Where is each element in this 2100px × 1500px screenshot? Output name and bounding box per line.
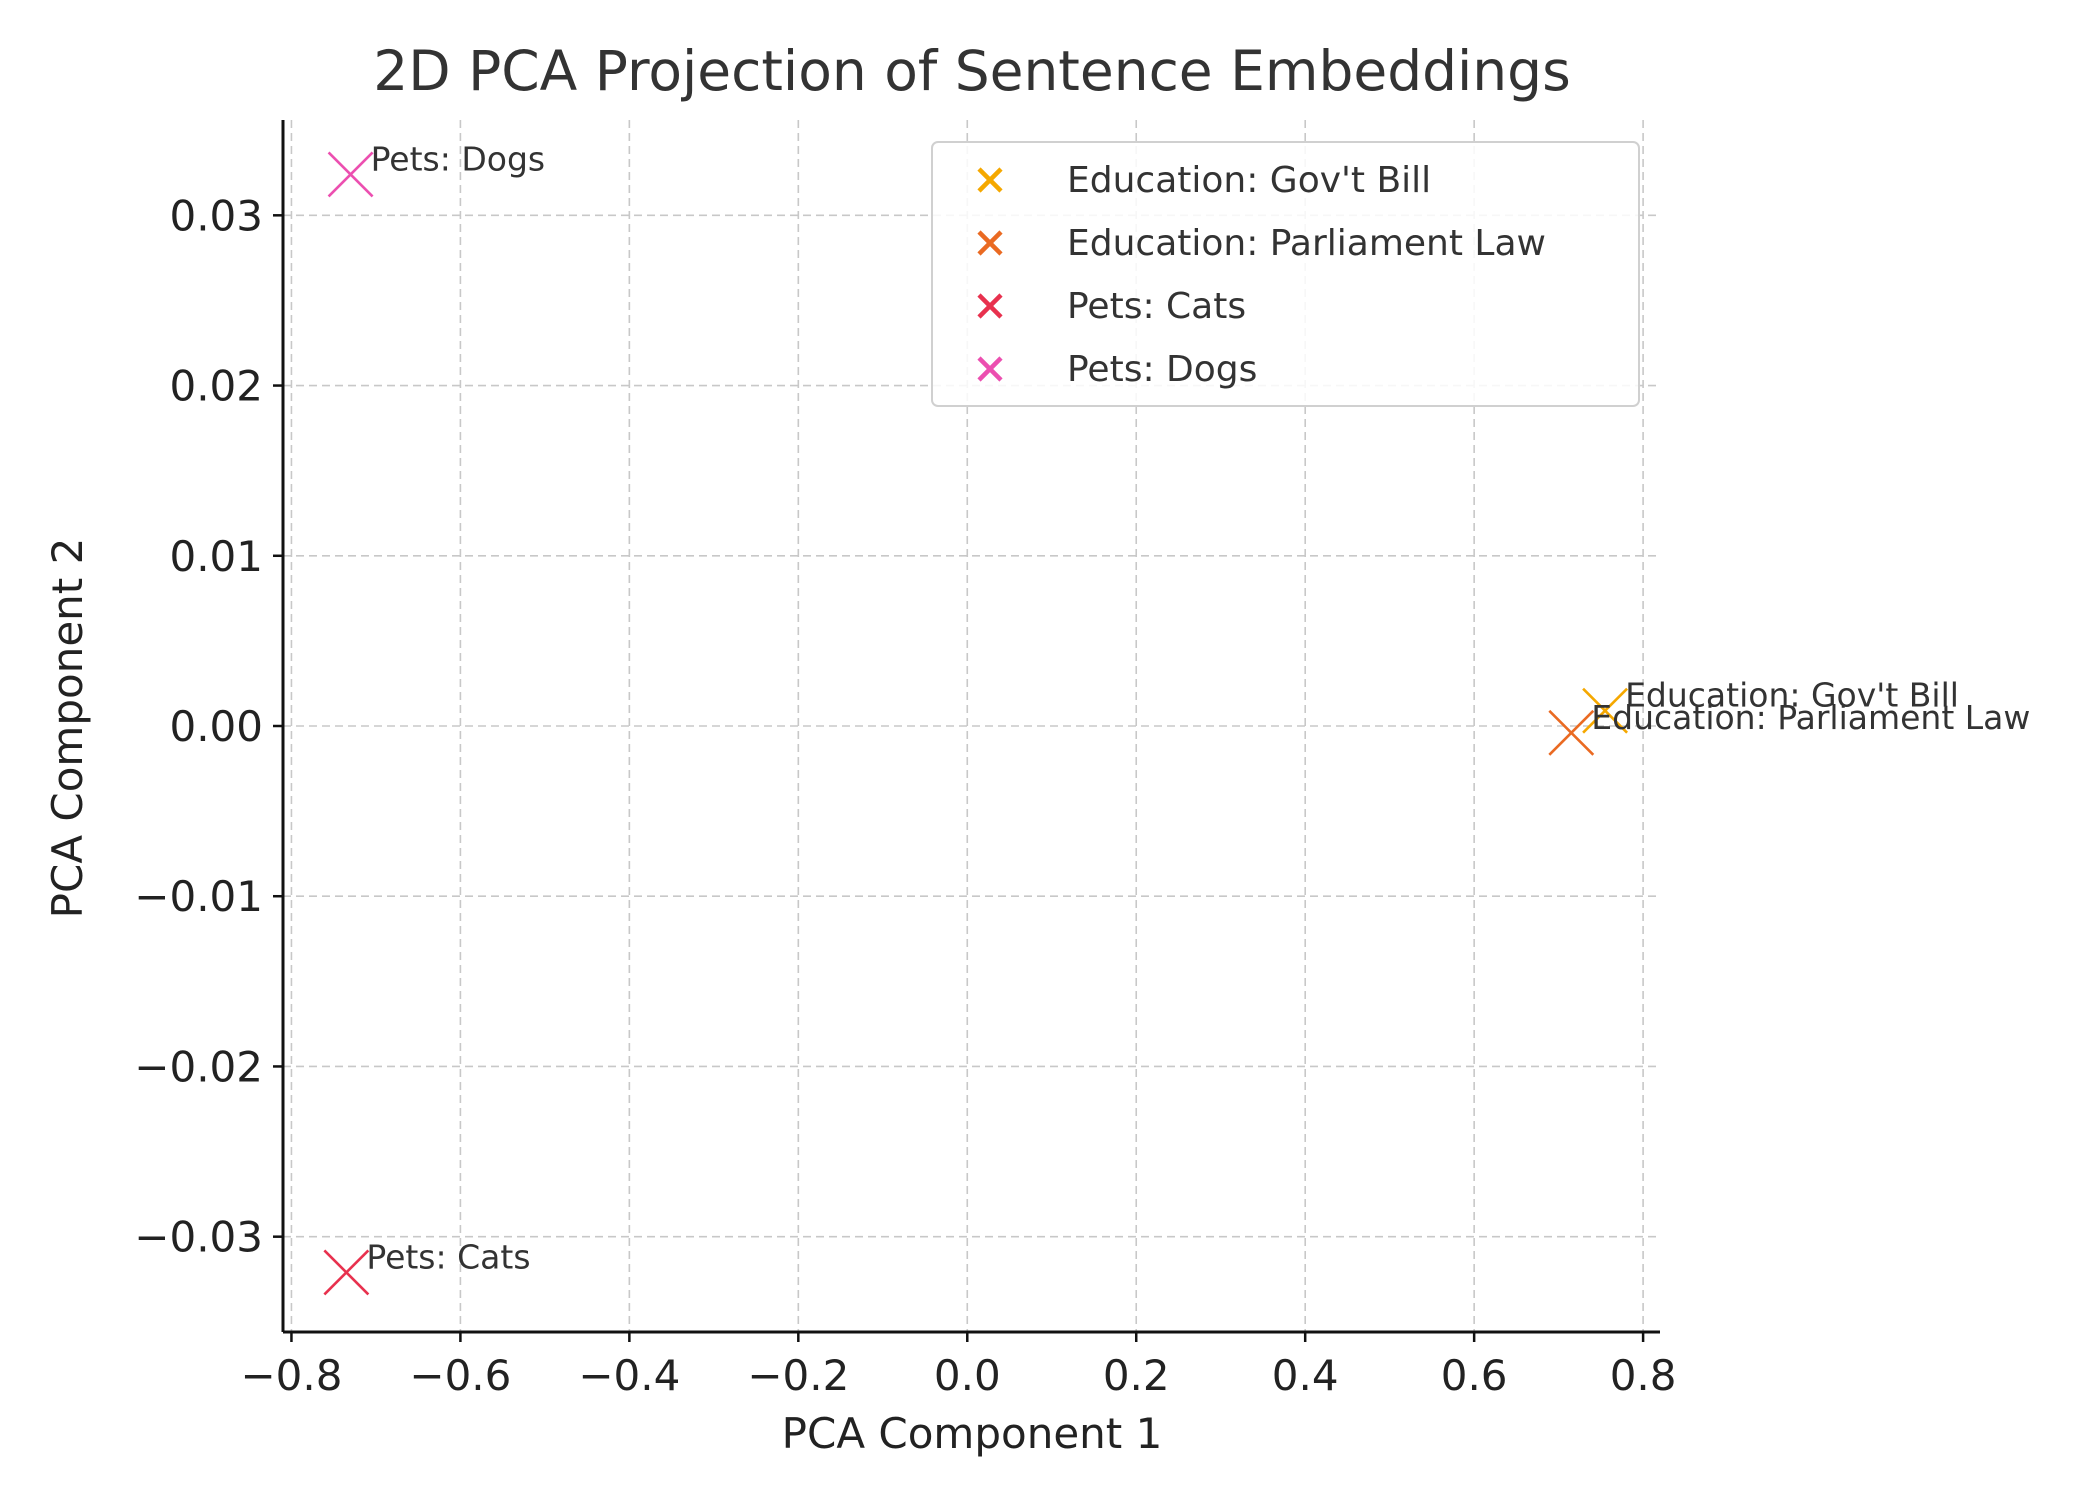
legend-marker bbox=[977, 167, 1003, 193]
legend-entry: Pets: Dogs bbox=[977, 349, 1257, 390]
legend-label: Education: Parliament Law bbox=[1067, 223, 1546, 264]
y-tick-label: 0.02 bbox=[169, 362, 263, 411]
legend: Education: Gov't Bill Education: Parliame… bbox=[931, 141, 1640, 407]
marker-stroke bbox=[327, 151, 374, 198]
legend-label: Education: Gov't Bill bbox=[1067, 160, 1431, 201]
point-label: Pets: Dogs bbox=[371, 139, 546, 178]
point-label: Pets: Cats bbox=[366, 1237, 530, 1276]
marker-stroke bbox=[323, 1249, 370, 1296]
legend-entry: Education: Gov't Bill bbox=[977, 160, 1431, 201]
x-tick-label: 0.0 bbox=[934, 1351, 1001, 1400]
y-tick-label: −0.03 bbox=[134, 1213, 263, 1262]
point-label: Education: Gov't Bill bbox=[1625, 676, 1959, 715]
y-tick-label: 0.01 bbox=[169, 532, 263, 581]
y-tick-label: 0.00 bbox=[169, 702, 263, 751]
x-axis-label: PCA Component 1 bbox=[782, 1409, 1163, 1458]
data-point bbox=[323, 1249, 370, 1296]
y-axis-label: PCA Component 2 bbox=[43, 538, 92, 919]
data-points bbox=[323, 151, 1629, 1296]
data-point bbox=[327, 151, 374, 198]
x-tick-label: 0.6 bbox=[1441, 1351, 1508, 1400]
tick-labels: −0.8 −0.6 −0.4 −0.2 0.0 0.2 0.4 0.6 0.8 0.03 0.02 0… bbox=[134, 191, 1676, 1400]
x-tick-label: 0.8 bbox=[1610, 1351, 1677, 1400]
chart-title: 2D PCA Projection of Sentence Embeddings bbox=[373, 39, 1571, 103]
y-tick-label: 0.03 bbox=[169, 191, 263, 240]
data-point bbox=[1582, 687, 1629, 734]
legend-marker bbox=[977, 356, 1003, 382]
x-tick-label: −0.4 bbox=[578, 1351, 680, 1400]
point-label: Education: Parliament Law bbox=[1591, 698, 2030, 737]
y-tick-label: −0.02 bbox=[134, 1042, 263, 1091]
data-point bbox=[1548, 709, 1595, 756]
x-tick-label: 0.2 bbox=[1103, 1351, 1170, 1400]
legend-label: Pets: Dogs bbox=[1067, 349, 1257, 390]
legend-marker bbox=[977, 230, 1003, 256]
legend-box bbox=[931, 141, 1640, 407]
legend-entry: Education: Parliament Law bbox=[977, 223, 1546, 264]
x-tick-label: −0.2 bbox=[747, 1351, 849, 1400]
marker-stroke bbox=[1582, 687, 1629, 734]
y-tick-label: −0.01 bbox=[134, 872, 263, 921]
x-tick-label: 0.4 bbox=[1272, 1351, 1339, 1400]
legend-marker bbox=[977, 293, 1003, 319]
legend-label: Pets: Cats bbox=[1067, 286, 1246, 327]
legend-entry: Pets: Cats bbox=[977, 286, 1246, 327]
x-tick-label: −0.8 bbox=[240, 1351, 342, 1400]
x-tick-label: −0.6 bbox=[409, 1351, 511, 1400]
marker-stroke bbox=[1548, 709, 1595, 756]
